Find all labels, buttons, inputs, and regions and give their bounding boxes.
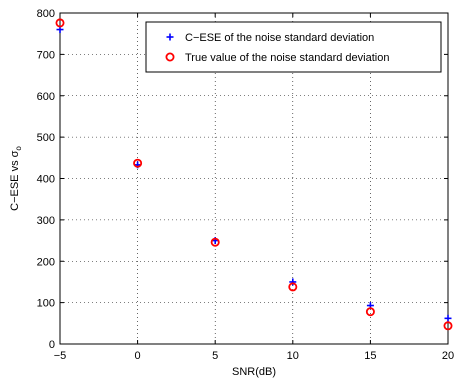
data-marks	[55, 18, 453, 331]
data-point-circle	[55, 18, 65, 28]
y-tick-label: 700	[37, 49, 55, 61]
y-tick-label: 400	[37, 174, 55, 186]
data-point-plus	[166, 33, 174, 41]
x-tick-label: 15	[364, 350, 376, 362]
data-point-circle	[165, 52, 175, 62]
y-tick-label: 0	[49, 339, 55, 351]
y-tick-label: 800	[37, 8, 55, 20]
data-point-circle	[365, 307, 375, 317]
data-point-plus	[444, 314, 452, 322]
data-point-circle	[133, 158, 143, 168]
y-axis-label: C−ESE vs σo	[9, 146, 23, 211]
x-axis-label: SNR(dB)	[232, 366, 276, 378]
x-tick-label: 10	[287, 350, 299, 362]
x-tick-label: 5	[212, 350, 218, 362]
x-tick-label: 20	[442, 350, 454, 362]
y-tick-label: 200	[37, 256, 55, 268]
data-point-plus	[289, 278, 297, 286]
legend-label: True value of the noise standard deviati…	[185, 52, 389, 64]
y-tick-label: 300	[37, 215, 55, 227]
legend-label: C−ESE of the noise standard deviation	[185, 32, 374, 44]
legend: C−ESE of the noise standard deviation Tru…	[145, 21, 442, 73]
legend-box	[145, 21, 442, 73]
y-tick-label: 500	[37, 132, 55, 144]
data-point-circle	[443, 321, 453, 331]
axis-ticks	[59, 12, 449, 345]
x-tick-label: 0	[135, 350, 141, 362]
grid	[60, 13, 448, 344]
y-tick-label: 600	[37, 91, 55, 103]
y-tick-label: 100	[37, 298, 55, 310]
x-tick-label: −5	[54, 350, 67, 362]
data-point-circle	[288, 282, 298, 292]
data-point-circle	[210, 237, 220, 247]
y-axis-label-main: C−ESE vs σ	[9, 150, 21, 210]
y-axis-label-subscript: o	[14, 146, 23, 151]
